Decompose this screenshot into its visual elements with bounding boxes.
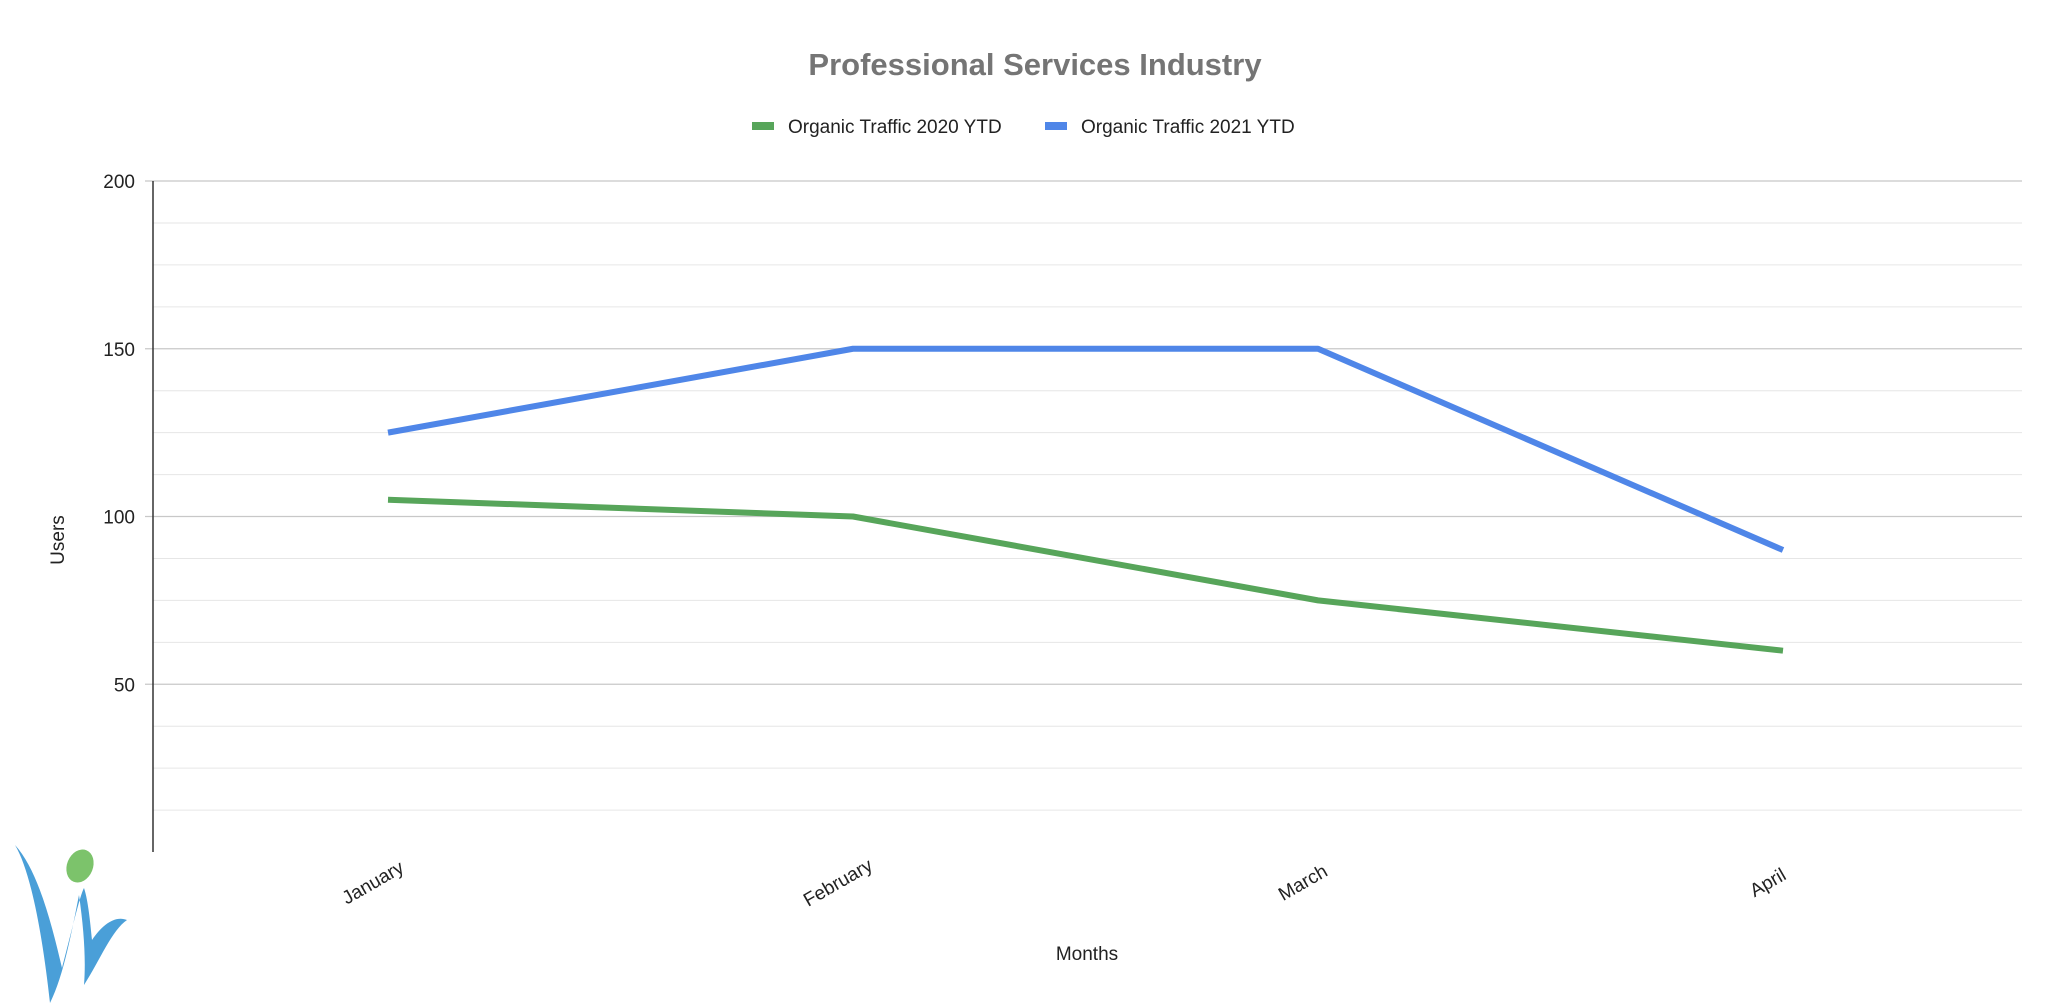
legend-label: Organic Traffic 2021 YTD	[1081, 117, 1295, 138]
y-tick-label: 100	[103, 508, 135, 529]
legend-label: Organic Traffic 2020 YTD	[788, 117, 1002, 138]
x-tick-label: January	[339, 857, 408, 909]
chart-title: Professional Services Industry	[808, 47, 1262, 82]
series-lines	[387, 345, 1785, 654]
x-tick-label: February	[800, 855, 877, 911]
legend-swatch	[752, 122, 774, 130]
y-tick-label: 50	[114, 675, 135, 696]
y-axis-label: Users	[48, 515, 69, 565]
legend: Organic Traffic 2020 YTD Organic Traffic …	[752, 117, 1295, 138]
y-axis-ticks: 50 100 150 200	[103, 172, 135, 696]
x-tick-label: March	[1275, 861, 1331, 906]
x-tick-label: April	[1747, 865, 1790, 902]
logo-w-shape	[15, 845, 127, 1003]
grid	[145, 180, 2022, 811]
logo-dot	[66, 849, 94, 883]
y-tick-label: 150	[103, 340, 135, 361]
series-line	[387, 345, 1785, 553]
x-axis-label: Months	[1056, 944, 1118, 965]
x-axis-ticks: January February March April	[339, 855, 1790, 911]
series-line	[387, 496, 1784, 654]
y-tick-label: 200	[103, 172, 135, 193]
logo-icon	[15, 845, 127, 1003]
legend-swatch	[1045, 122, 1067, 130]
